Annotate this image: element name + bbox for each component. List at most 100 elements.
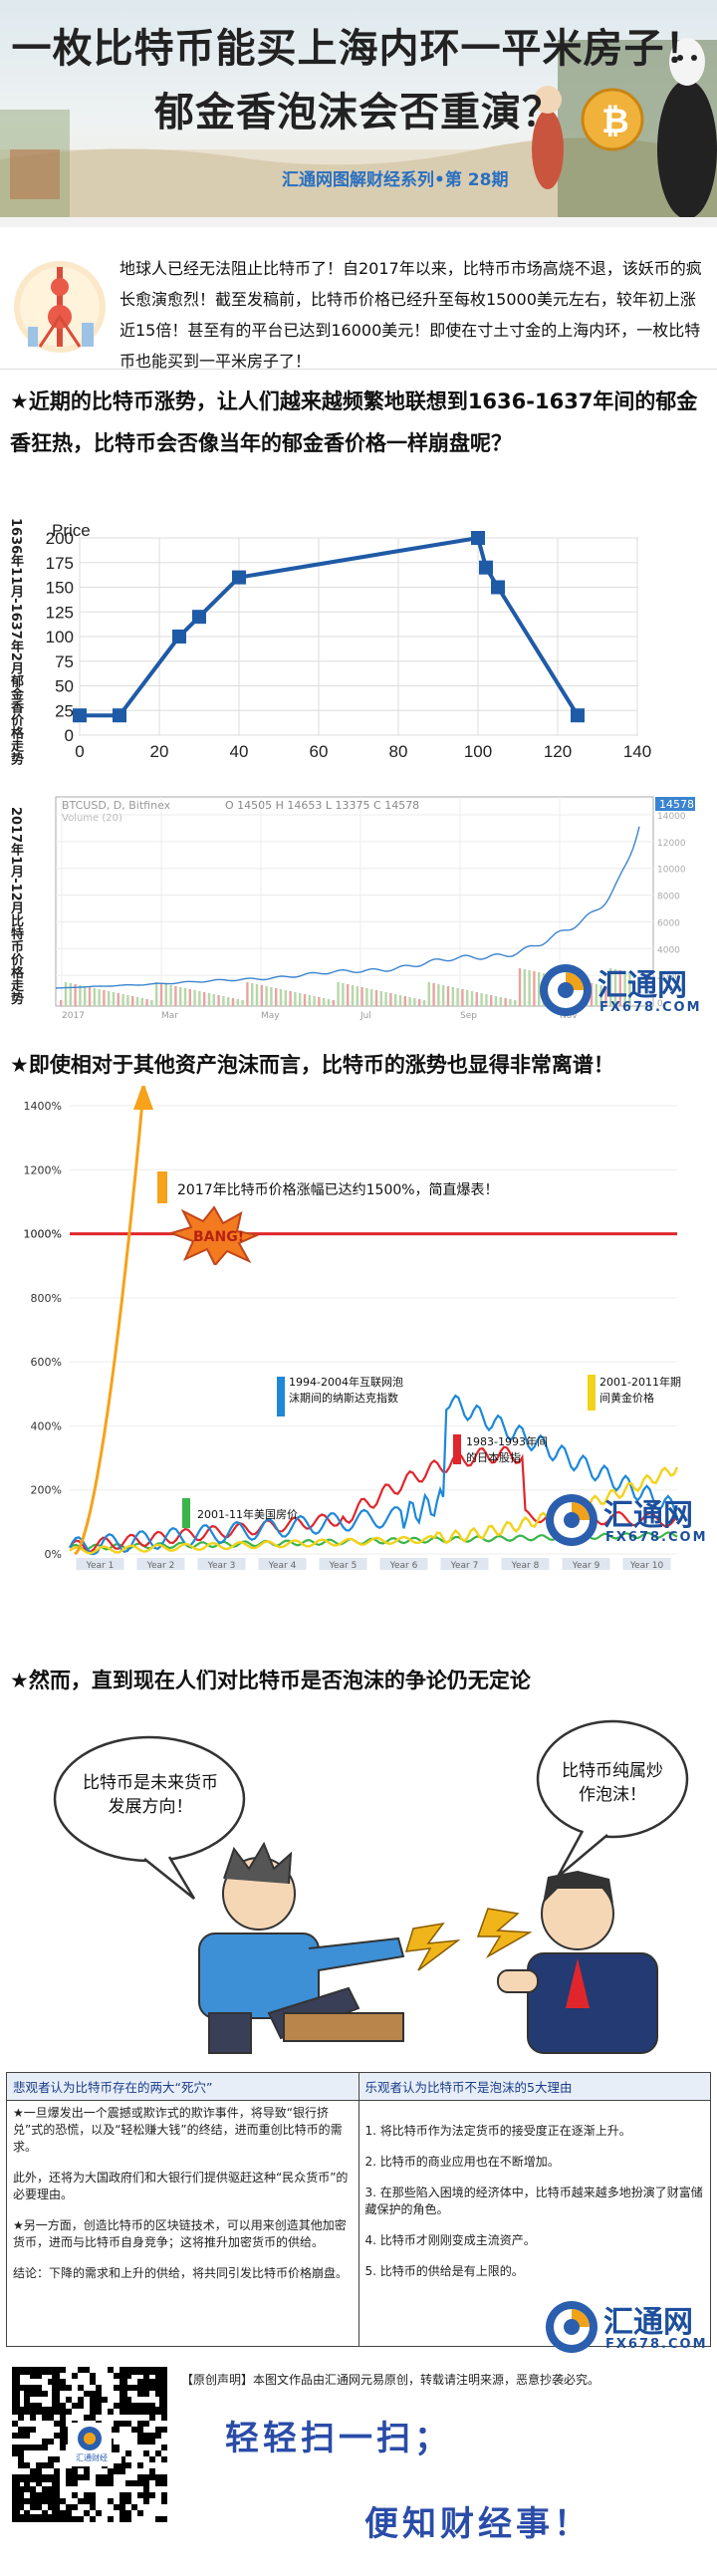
table-item: 5. 比特币的供给是有上限的。 bbox=[364, 2264, 524, 2278]
btc-y-tick: 2000 bbox=[657, 972, 680, 982]
btc-volume-bar bbox=[279, 989, 283, 1006]
svg-text:BANG!: BANG! bbox=[193, 1229, 244, 1245]
btc-growth-line bbox=[74, 1086, 145, 1556]
table-item: ★一旦爆发出一个震撼或欺诈式的欺诈事件，将导致“银行挤兑”式的恐慌，以及“轻松赚… bbox=[13, 2106, 343, 2154]
btc-volume-bar bbox=[145, 999, 148, 1006]
tulip-x-tick: 100 bbox=[464, 742, 492, 761]
btc-volume-bar bbox=[504, 998, 507, 1006]
bubble-x-tick: Year 9 bbox=[572, 1561, 600, 1571]
series-label: 汇通网图解财经系列•第 28期 bbox=[282, 170, 509, 190]
btc-volume-bar bbox=[379, 991, 382, 1006]
bubble-x-tick: Year 7 bbox=[450, 1561, 479, 1571]
btc-x-tick: 2017 bbox=[62, 1011, 85, 1021]
btc-volume-bar bbox=[193, 990, 196, 1006]
svg-text:₿: ₿ bbox=[601, 102, 629, 141]
btc-x-tick: Nov bbox=[560, 1011, 578, 1021]
btc-volume-bar bbox=[456, 988, 459, 1006]
btc-y-tick: 14000 bbox=[657, 812, 686, 822]
table-header-optimist: 乐观者认为比特币不是泡沫的5大理由 bbox=[358, 2072, 711, 2101]
btc-volume-bar bbox=[203, 992, 206, 1006]
tulip-data-point bbox=[232, 570, 246, 585]
tulip-x-tick: 40 bbox=[230, 742, 249, 761]
btc-volume-bar bbox=[446, 986, 450, 1006]
bubble-y-tick: 0% bbox=[45, 1548, 62, 1561]
tulip-ylabel: Price bbox=[52, 521, 91, 540]
btc-volume-bar bbox=[451, 987, 454, 1006]
btc-volume-bar bbox=[227, 997, 230, 1006]
btc-volume-bar bbox=[131, 996, 134, 1006]
btc-x-tick: Sep bbox=[460, 1011, 477, 1021]
btc-volume-bar bbox=[265, 986, 268, 1006]
arrow-head-icon bbox=[133, 1086, 153, 1110]
section-3-title: ★然而，直到现在人们对比特币是否泡沫的争论仍无定论 bbox=[10, 1669, 531, 1692]
btc-volume-bar bbox=[470, 991, 474, 1006]
btc-volume-bar bbox=[609, 968, 612, 1006]
tulip-data-point bbox=[192, 610, 206, 625]
tulip-data-point bbox=[113, 708, 126, 723]
tulip-x-tick: 120 bbox=[544, 742, 572, 761]
btc-volume-bar bbox=[475, 992, 478, 1006]
lightning-icon bbox=[476, 1908, 533, 1959]
btc-volume-bar bbox=[155, 982, 158, 1006]
btc-y-tick: 10000 bbox=[657, 866, 686, 876]
table-item: 此外，还将为大国政府们和大银行们提供驱赶这种“民众货币”的必要理由。 bbox=[13, 2171, 349, 2201]
japan-label: 1983-1993年间的日本股指 bbox=[466, 1435, 548, 1464]
tulip-data-point bbox=[471, 531, 485, 545]
btc-volume-bar bbox=[389, 993, 392, 1006]
btc-volume-bar bbox=[427, 982, 430, 1006]
btc-volume-bar bbox=[403, 996, 406, 1006]
btc-volume-bar bbox=[422, 1000, 426, 1006]
btc-volume-bar bbox=[318, 997, 321, 1006]
bubble-y-tick: 800% bbox=[31, 1292, 62, 1305]
btc-volume-bar bbox=[398, 995, 402, 1006]
btc-volume-bar bbox=[370, 989, 373, 1006]
tulip-y-tick: 100 bbox=[46, 628, 74, 646]
btc-volume-bar bbox=[347, 984, 350, 1006]
btc-x-tick: Mar bbox=[161, 1011, 178, 1021]
btc-y-tick: 0 bbox=[657, 999, 663, 1009]
btc-volume-bar bbox=[480, 993, 483, 1006]
table-item: ★另一方面，创造比特币的区块链技术，可以用来创造其他加密货币，进而与比特币自身竞… bbox=[13, 2218, 347, 2249]
btc-last-price: 14578 bbox=[659, 798, 694, 811]
tulip-data-point bbox=[73, 708, 87, 723]
btc-chart-vertical-label: 2017年1月-12月比特币价格走势 bbox=[8, 807, 23, 1005]
btc-volume-bar bbox=[260, 985, 263, 1006]
watermark-logo: 汇通网 FX678.COM bbox=[538, 960, 707, 1020]
section-2-title: ★即使相对于其他资产泡沫而言，比特币的涨势也显得非常离谱！ bbox=[10, 1053, 614, 1077]
btc-volume-bar bbox=[313, 996, 316, 1006]
bubble-y-tick: 200% bbox=[31, 1484, 62, 1497]
tulip-data-point bbox=[172, 630, 186, 644]
btc-volume-bar bbox=[108, 991, 111, 1006]
table-item: 结论：下降的需求和上升的供给，将共同引发比特币价格崩盘。 bbox=[13, 2266, 349, 2280]
btc-volume-bar bbox=[384, 992, 387, 1006]
tulip-chart-vertical-label: 1636年11月-1637年2月郁金香价格走势 bbox=[8, 518, 23, 765]
qr-caption: 汇通财经 bbox=[62, 2452, 121, 2463]
btc-volume-bar bbox=[604, 986, 607, 1006]
btc-volume-bar bbox=[523, 969, 526, 1006]
btc-volume-bar bbox=[299, 993, 302, 1006]
gold-label: 2001-2011年期间黄金价格 bbox=[599, 1376, 681, 1405]
optimist-cell: 1. 将比特币作为法定货币的接受度正在逐渐上升。 2. 比特币的商业应用也在不断… bbox=[358, 2100, 711, 2347]
pessimist-cell: ★一旦爆发出一个震撼或欺诈式的欺诈事件，将导致“银行挤兑”式的恐慌，以及“轻松赚… bbox=[6, 2100, 359, 2347]
btc-volume-bar bbox=[103, 990, 106, 1006]
btc-volume-bar bbox=[79, 985, 82, 1006]
btc-y-tick: 4000 bbox=[657, 945, 680, 955]
btc-volume-bar bbox=[84, 986, 87, 1006]
btc-volume-bar bbox=[251, 983, 254, 1006]
title-line-2: 郁金香泡沫会否重演？ bbox=[154, 90, 563, 135]
watermark-logo: 汇通网 FX678.COM bbox=[544, 1490, 713, 1550]
title-line-1: 一枚比特币能买上海内环一平米房子！ bbox=[11, 26, 706, 72]
tulip-x-tick: 60 bbox=[310, 742, 329, 761]
watermark-logo: 汇通网 FX678.COM bbox=[544, 2297, 713, 2357]
bubble-x-tick: Year 1 bbox=[86, 1561, 115, 1571]
tulip-data-point bbox=[571, 708, 585, 723]
btc-volume-bar bbox=[308, 995, 311, 1006]
tulip-x-tick: 140 bbox=[623, 742, 651, 761]
btc-volume-bar bbox=[246, 982, 249, 1006]
btc-ticker: BTCUSD, D, Bitfinex bbox=[62, 799, 171, 812]
bubble-y-tick: 1400% bbox=[24, 1100, 62, 1113]
table-item: 1. 将比特币作为法定货币的接受度正在逐渐上升。 bbox=[364, 2124, 631, 2138]
tulip-data-point bbox=[491, 580, 505, 595]
bitcoin-coin-icon bbox=[581, 88, 644, 151]
btc-price-line bbox=[55, 826, 640, 989]
